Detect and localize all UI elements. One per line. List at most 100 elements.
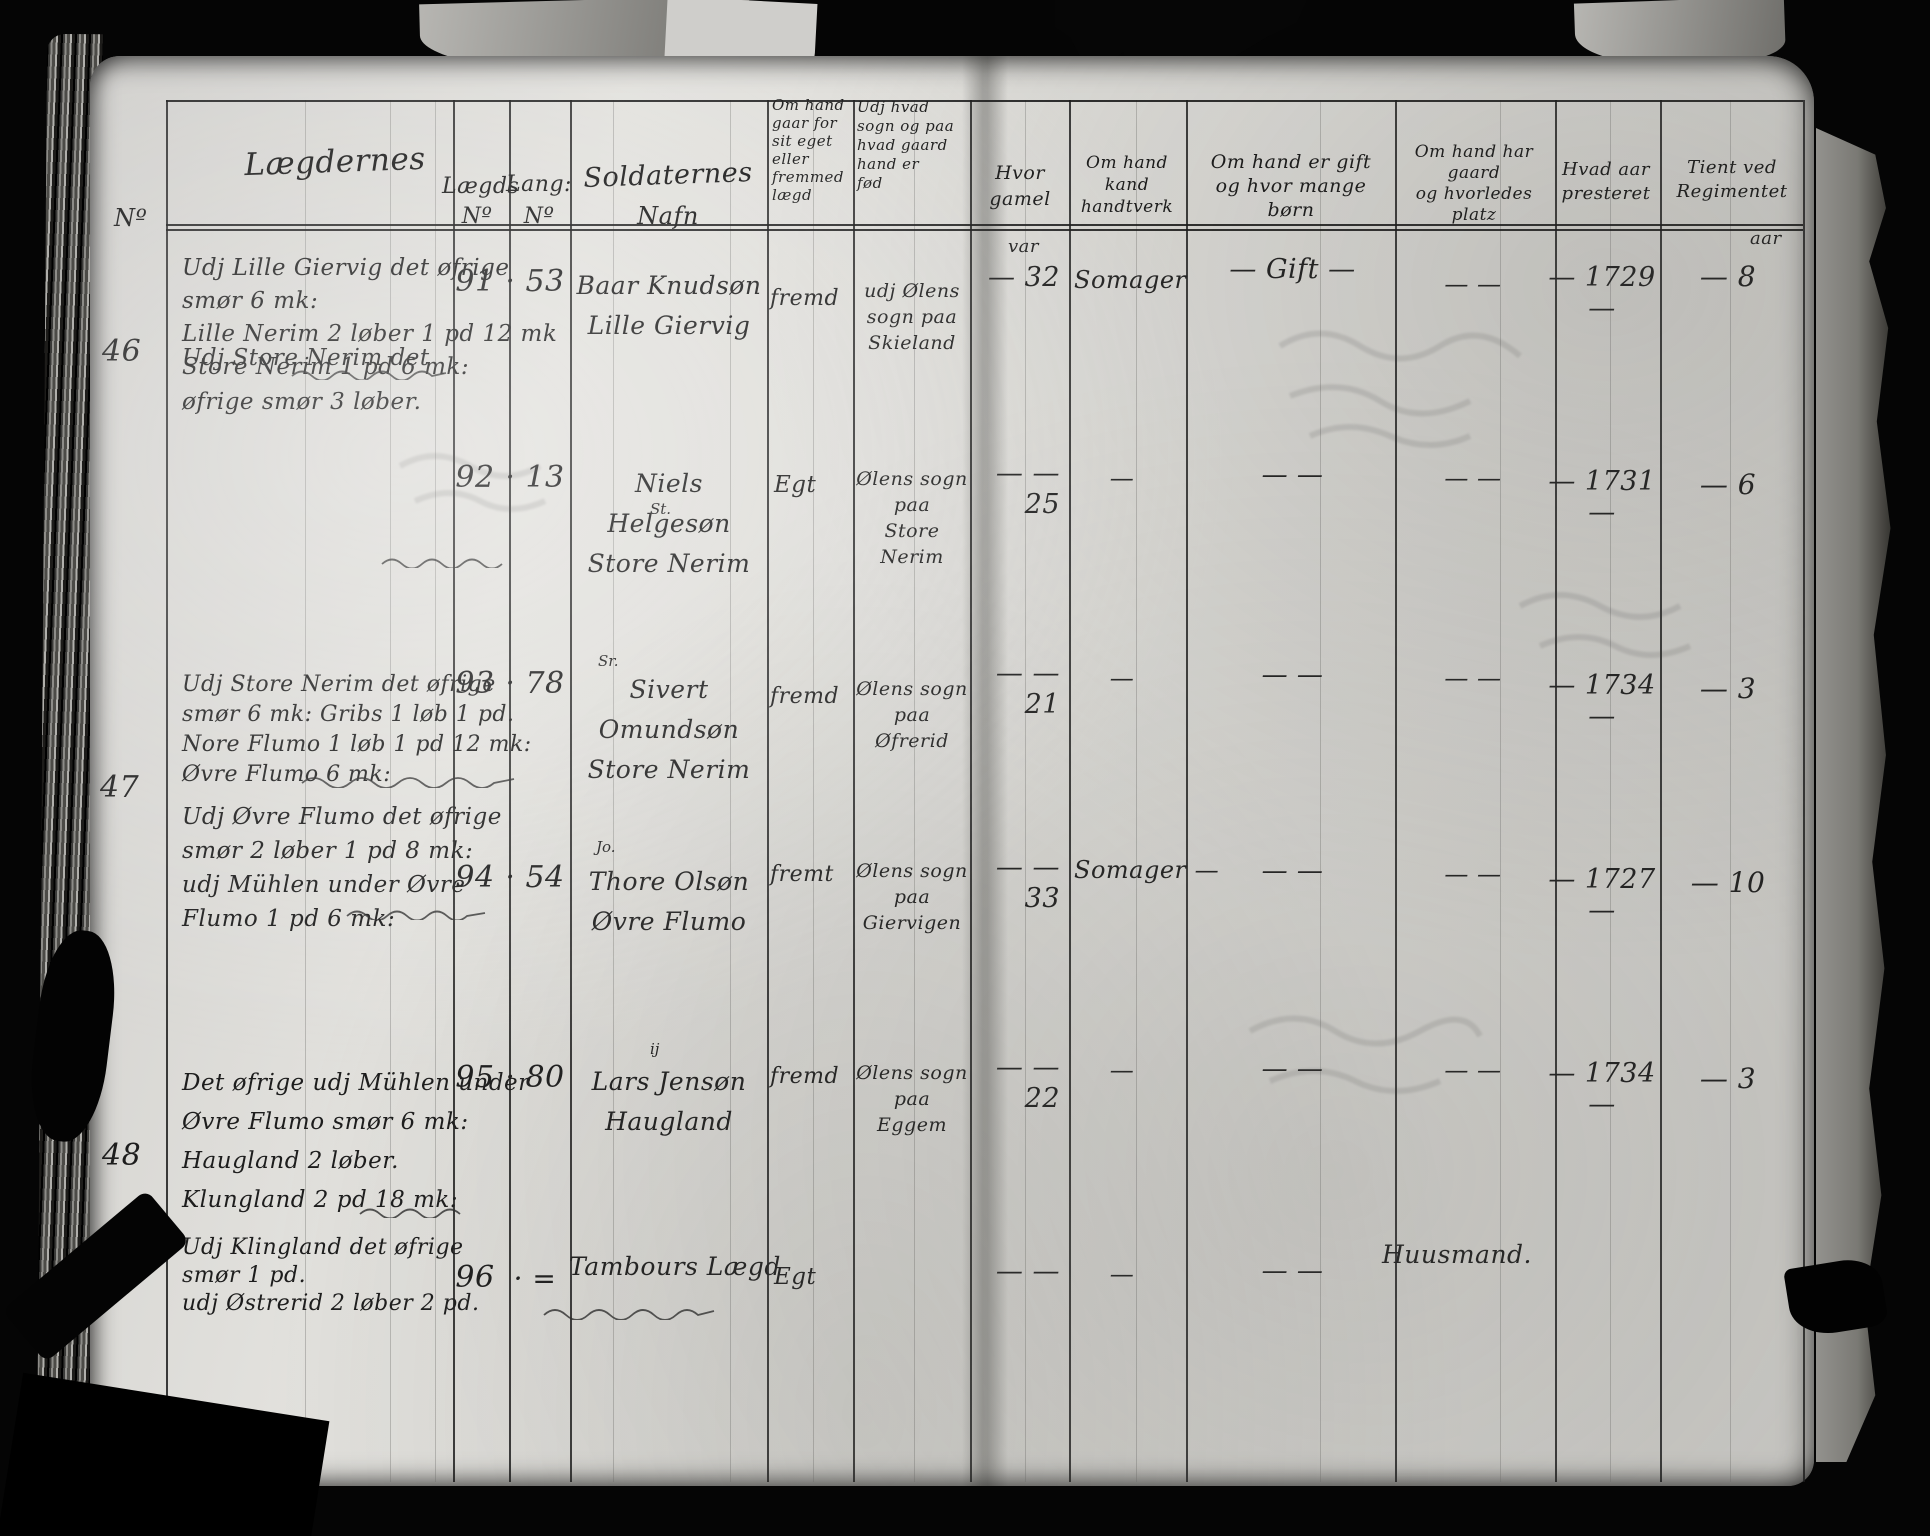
flourish-squiggle xyxy=(381,558,503,568)
col-header-married: Om hand er gift og hvor mange børn xyxy=(1210,151,1372,221)
cell-lang-no: · = xyxy=(513,1262,557,1295)
cell-born: Ølens sogn paa Store Nerim xyxy=(856,468,968,568)
row-number-column-header: Nº xyxy=(114,204,148,232)
flourish-squiggle xyxy=(346,910,486,920)
cell-laegd: Udj Store Nerim det øfrige smør 6 mk: Gr… xyxy=(182,672,532,787)
column-rule xyxy=(509,100,511,1482)
cell-years-served: — 8 xyxy=(1699,260,1757,293)
cell-born: Ølens sogn paa Giervigen xyxy=(856,860,968,934)
column-rule xyxy=(166,100,168,1482)
flourish-squiggle xyxy=(291,370,447,380)
cell-age: — — 33 xyxy=(995,852,1060,914)
cell-born: Ølens sogn paa Øfrerid xyxy=(856,678,968,752)
column-rule xyxy=(970,100,972,1482)
col-header-born: Udj hvad sogn og paa hvad gaard hand er … xyxy=(857,98,955,192)
cell-craft: — xyxy=(1109,1260,1135,1288)
cell-lang-no: · 80 xyxy=(505,1060,565,1095)
cell-age: — — xyxy=(995,1256,1060,1287)
faint-rule xyxy=(435,100,436,1482)
cell-laegd-no: 93 xyxy=(455,666,495,701)
cell-married: — — xyxy=(1261,660,1324,690)
cell-craft: — xyxy=(1109,664,1135,692)
cell-soldier-name: Niels Helgesøn Store Nerim xyxy=(587,469,751,578)
faint-rule xyxy=(914,100,915,1482)
ink-bleedthrough xyxy=(398,453,547,512)
cell-laegd-no: 91 xyxy=(455,264,495,299)
column-rule xyxy=(1395,100,1397,1482)
cell-years-served: — 3 xyxy=(1699,672,1757,705)
column-rule xyxy=(853,100,855,1482)
col-header-served: Tient ved Regimentet xyxy=(1676,157,1788,202)
table-top-rule xyxy=(166,100,1803,102)
name-superscript: ij xyxy=(650,1040,660,1058)
cell-laegd: Udj Store Nerim det øfrige smør 3 løber. xyxy=(182,345,430,415)
column-rule xyxy=(1803,100,1805,1482)
ink-bleedthrough xyxy=(1248,1015,1483,1094)
faint-rule xyxy=(305,100,306,1482)
col-header-laegd: Lægdernes xyxy=(243,140,427,184)
col-header-lang-no-sub: Nº xyxy=(523,204,555,229)
col-header-name-line1: Soldaternes xyxy=(582,157,754,194)
cell-age: — — 22 xyxy=(995,1052,1060,1114)
col-header-laegds-no-sub: Nº xyxy=(461,204,493,229)
col-header-own-laegd: Om hand gaar for sit eget eller fremmed … xyxy=(772,96,845,204)
faint-rule xyxy=(813,100,814,1482)
cell-lang-no: · 54 xyxy=(505,860,565,895)
cell-soldier-name: Baar Knudsøn Lille Giervig xyxy=(576,271,762,340)
col-header-lang-no-title: Lang: xyxy=(506,172,572,197)
cell-farm: Huusmand. xyxy=(1382,1240,1532,1269)
cell-farm: — — xyxy=(1444,270,1502,298)
column-rule xyxy=(1660,100,1662,1482)
faint-rule xyxy=(1500,100,1501,1482)
cell-laegd: Udj Klingland det øfrige smør 1 pd. udj … xyxy=(182,1235,480,1316)
cell-year-enrolled: — 1729 — xyxy=(1548,262,1656,324)
served-unit-label: aar xyxy=(1750,228,1782,249)
cell-married: — — xyxy=(1261,1054,1324,1084)
faint-rule xyxy=(1025,100,1026,1482)
cell-craft: Somager — xyxy=(1074,856,1220,884)
cell-soldier-name: Tambours Lægd xyxy=(569,1252,781,1281)
cell-soldier-name: Lars Jensøn Haugland xyxy=(591,1067,747,1136)
age-unit-label: var xyxy=(1008,236,1040,257)
col-header-year: Hvad aar presteret xyxy=(1561,159,1651,204)
col-header-age: Hvor gamel xyxy=(989,162,1051,210)
ink-bleedthrough xyxy=(1518,592,1692,658)
header-rule xyxy=(166,224,1803,226)
row-margin-number: 47 xyxy=(100,770,140,805)
cell-laegd: Det øfrige udj Mühlen under Øvre Flumo s… xyxy=(182,1070,530,1213)
cell-born: Ølens sogn paa Eggem xyxy=(856,1062,968,1136)
column-rule xyxy=(1069,100,1071,1482)
cell-lang-no: · 78 xyxy=(505,666,565,701)
cell-married: — — xyxy=(1261,1256,1324,1286)
cell-year-enrolled: — 1731 — xyxy=(1548,466,1656,528)
document-page: Nº Lægdernes Lægds Lang: Nº Nº Soldatern… xyxy=(90,56,1814,1486)
cell-own-laegd: fremd xyxy=(770,286,840,311)
column-rule xyxy=(1555,100,1557,1482)
faint-rule xyxy=(1610,100,1611,1482)
cell-age: — — 25 xyxy=(995,458,1060,520)
cell-laegd-no: 92 xyxy=(455,460,495,495)
cell-laegd: Udj Lille Giervig det øfrige smør 6 mk: … xyxy=(182,255,558,380)
faint-rule xyxy=(390,100,391,1482)
faint-rule xyxy=(1136,100,1137,1482)
cell-year-enrolled: — 1734 — xyxy=(1548,1058,1656,1120)
cell-years-served: — 10 xyxy=(1690,866,1766,899)
cell-lang-no: · 53 xyxy=(505,264,565,299)
cell-farm: — — xyxy=(1444,1056,1502,1084)
cell-laegd-no: 94 xyxy=(455,860,495,895)
name-superscript: Jo. xyxy=(596,838,616,856)
cell-craft: Somager xyxy=(1074,266,1187,294)
col-header-farm: Om hand har gaard og hvorledes platz xyxy=(1414,142,1534,225)
col-header-name-line2: Nafn xyxy=(637,202,699,230)
cell-year-enrolled: — 1734 — xyxy=(1548,670,1656,732)
header-rule xyxy=(166,229,1803,231)
column-rule xyxy=(1186,100,1188,1482)
cell-born: udj Ølens sogn paa Skieland xyxy=(864,280,960,354)
cell-married: — — xyxy=(1261,856,1324,886)
col-header-laegds-no-title: Lægds xyxy=(442,174,520,199)
cell-farm: — — xyxy=(1444,464,1502,492)
faint-rule xyxy=(730,100,731,1482)
column-rule xyxy=(453,100,455,1482)
row-margin-number: 48 xyxy=(102,1138,142,1173)
